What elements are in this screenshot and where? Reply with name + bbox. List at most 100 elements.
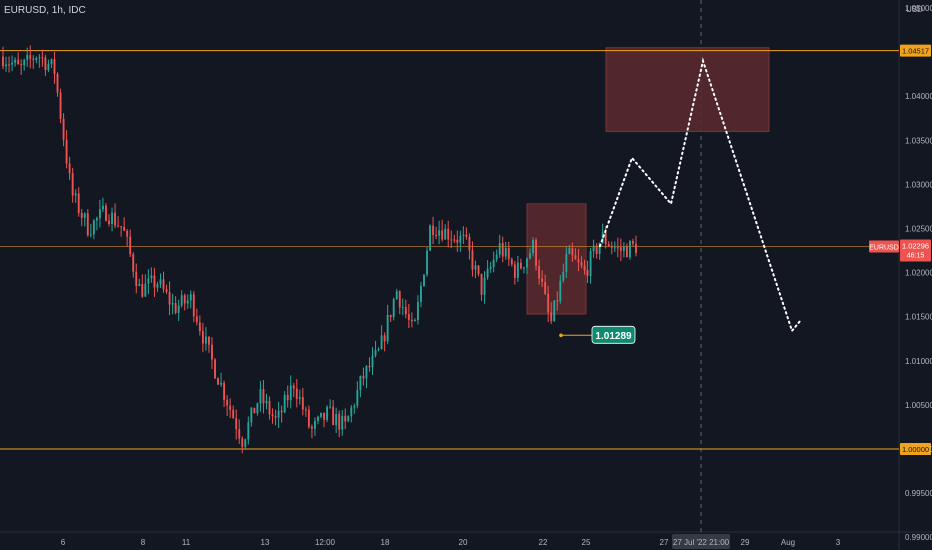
candle (465, 234, 468, 237)
candle (392, 299, 395, 318)
candle (23, 59, 26, 66)
candle (283, 394, 286, 413)
candle (11, 62, 14, 65)
candle (20, 64, 23, 66)
candle (622, 246, 625, 251)
candle (217, 378, 219, 385)
low-annotation-label: 1.01289 (595, 331, 632, 342)
candle (253, 407, 256, 414)
candle (365, 366, 368, 379)
x-tick-label: 6 (61, 538, 66, 547)
projection-dotted-path (599, 57, 801, 333)
candle (480, 273, 483, 295)
candle (171, 303, 174, 305)
crosshair-time-box (672, 534, 730, 549)
candle (86, 213, 89, 236)
candle (35, 57, 38, 60)
candle (286, 394, 289, 401)
x-tick-label: 18 (381, 538, 390, 547)
candle (44, 57, 47, 71)
candle (129, 236, 132, 255)
candle (341, 415, 344, 430)
candle (619, 247, 622, 251)
x-tick-label: 29 (741, 538, 750, 547)
candle (26, 54, 29, 60)
current-price-label: 1.02296 (902, 241, 929, 250)
candle (95, 218, 98, 221)
candle (377, 348, 380, 351)
candle (450, 239, 453, 241)
candle (371, 355, 374, 368)
y-axis: 1.05000 1.04000 1.03500 1.03000 1.02500 1.020… (869, 4, 932, 542)
candle (629, 241, 631, 258)
candle (504, 247, 507, 257)
x-tick-label: 22 (539, 538, 548, 547)
candle (198, 322, 201, 332)
candle (74, 193, 77, 196)
candle (380, 335, 383, 349)
candle (507, 247, 510, 260)
x-tick-label: 3 (836, 538, 841, 547)
candle (595, 245, 598, 254)
candle (562, 271, 565, 281)
candle (114, 212, 117, 226)
candle (526, 258, 528, 268)
candle (298, 397, 301, 399)
candle (438, 230, 441, 236)
candle (156, 284, 159, 288)
candle (174, 303, 177, 313)
y-tick-label: 0.99000 (905, 533, 932, 542)
candle (368, 366, 371, 368)
candle (483, 277, 486, 295)
x-tick-label: 12:00 (315, 538, 336, 547)
candle (404, 307, 407, 315)
candle (583, 265, 586, 270)
candle (386, 314, 389, 342)
candle (332, 406, 335, 426)
x-tick-label: 25 (582, 538, 591, 547)
candle (338, 413, 341, 430)
candle (56, 73, 59, 93)
candle (295, 388, 298, 399)
x-tick-label: 20 (459, 538, 468, 547)
candle (80, 213, 83, 218)
candle (111, 212, 113, 224)
candle (232, 409, 235, 419)
candle (265, 400, 268, 404)
candle (71, 173, 74, 196)
y-tick-label: 1.03000 (905, 180, 932, 189)
candle (571, 248, 574, 256)
candle (601, 232, 604, 244)
x-axis: 6 8 11 13 12:00 18 20 22 25 27 29 Aug 3 27 Jul '22 21… (61, 534, 841, 549)
upper-target-zone (605, 47, 770, 132)
candle (247, 422, 250, 440)
candles (2, 45, 637, 454)
y-tick-label: 1.03500 (905, 136, 932, 145)
candle (147, 278, 150, 284)
candle (153, 275, 156, 288)
level-label-box (900, 443, 931, 455)
candle (132, 254, 135, 272)
candle (92, 220, 95, 235)
candle (607, 244, 610, 247)
y-tick-label: 1.00500 (905, 401, 932, 410)
candle (565, 253, 568, 272)
candle (616, 247, 619, 249)
candle (280, 410, 283, 413)
candle (102, 205, 104, 210)
y-tick-label: 1.02000 (905, 269, 932, 278)
y-tick-label: 1.02500 (905, 225, 932, 234)
x-tick-label: 27 (660, 538, 669, 547)
candle (126, 230, 129, 237)
x-tick-label: 8 (141, 538, 146, 547)
candle (441, 230, 444, 240)
candle (105, 205, 107, 221)
candle (223, 382, 226, 400)
candle (168, 291, 171, 305)
candle (383, 335, 386, 342)
candle (577, 259, 580, 263)
level-label: 1.04517 (902, 47, 929, 56)
candle (489, 266, 492, 269)
candle (214, 359, 216, 379)
